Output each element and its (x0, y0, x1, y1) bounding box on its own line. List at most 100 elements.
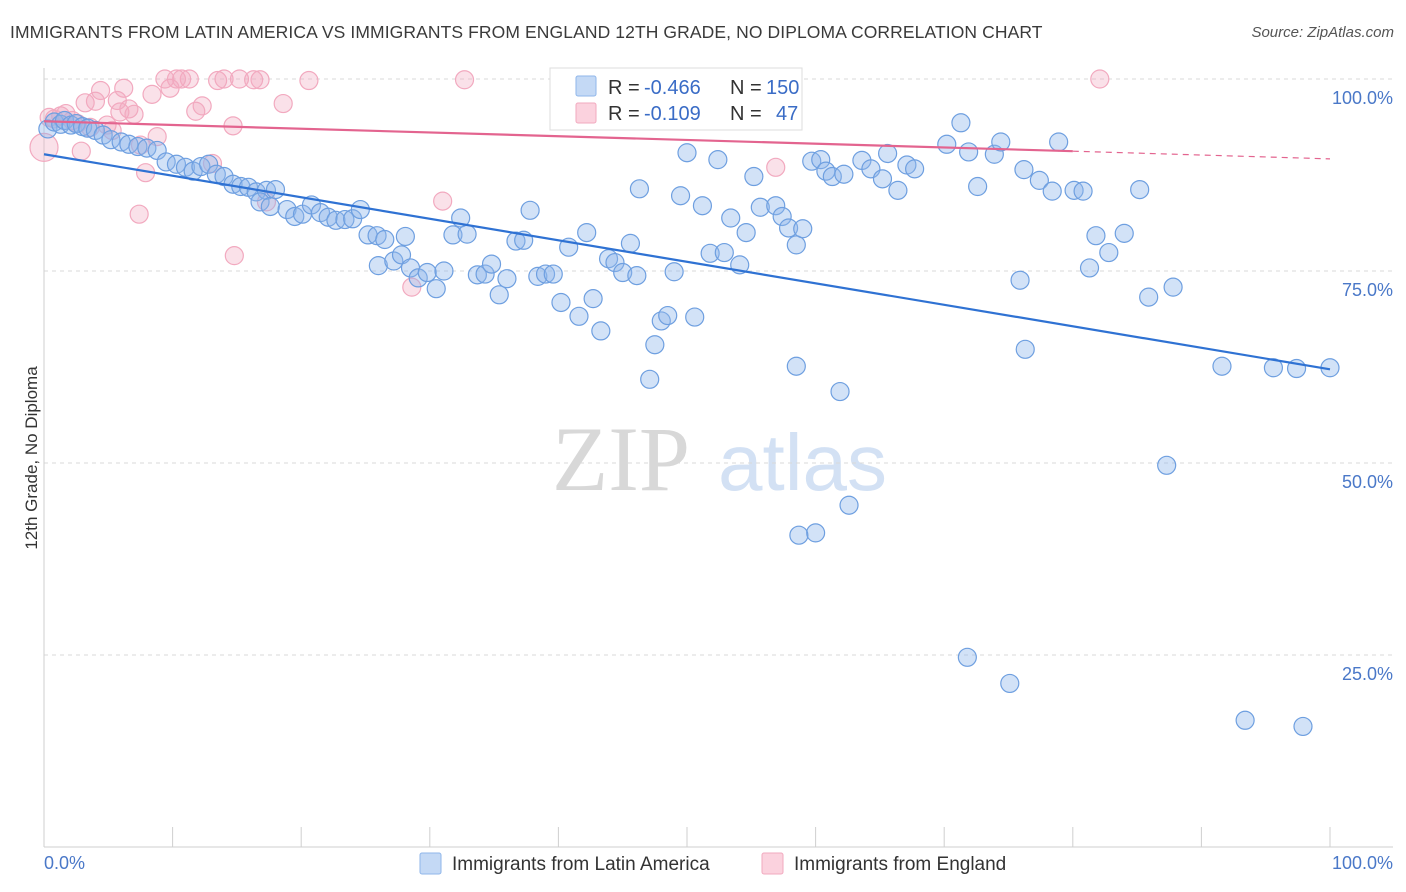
latin-america-point-62 (506, 231, 526, 251)
latin-america-point-2 (51, 114, 71, 134)
england-point-36 (250, 70, 270, 90)
latin-america-point-53 (434, 261, 454, 281)
bottom-legend-swatch-latin-america (419, 852, 442, 875)
england-point-27 (186, 101, 206, 121)
latin-america-point-96 (750, 197, 770, 217)
latin-america-point-129 (1079, 258, 1100, 278)
latin-america-point-130 (1086, 226, 1106, 246)
england-point-22 (155, 69, 175, 89)
latin-america-point-29 (265, 179, 286, 200)
england-point-41 (433, 191, 453, 211)
latin-america-point-106 (822, 166, 842, 187)
latin-america-point-88 (692, 196, 713, 216)
latin-america-point-132 (1130, 179, 1150, 200)
latin-america-point-95 (744, 166, 764, 187)
latin-america-point-45 (368, 256, 388, 276)
latin-america-point-66 (535, 264, 556, 284)
latin-america-point-47 (391, 245, 412, 265)
latin-america-point-33 (285, 206, 305, 227)
trend-line-latin-america (43, 153, 1331, 371)
latin-america-point-127 (1049, 132, 1069, 152)
latin-america-point-21 (199, 154, 219, 174)
latin-america-point-139 (805, 523, 826, 543)
latin-america-point-39 (335, 209, 355, 230)
england-point-43 (1090, 69, 1110, 89)
legend-r-label-2: R = (608, 103, 640, 125)
latin-america-point-59 (481, 254, 502, 274)
england-point-34 (229, 69, 250, 89)
latin-america-point-30 (250, 192, 270, 212)
bottom-legend-swatch-england (761, 852, 784, 875)
latin-america-point-107 (830, 381, 850, 402)
latin-america-point-99 (772, 206, 792, 227)
legend-r-value-2: -0.109 (644, 103, 701, 125)
england-point-28 (192, 96, 212, 116)
latin-america-point-143 (1015, 339, 1035, 359)
legend-n-label-2: N = (730, 103, 762, 125)
latin-america-point-82 (651, 311, 671, 331)
legend-n-value-1: 150 (766, 77, 799, 99)
latin-america-point-141 (786, 356, 806, 376)
latin-america-point-60 (489, 285, 509, 305)
latin-america-point-58 (475, 264, 495, 284)
latin-america-point-52 (426, 279, 446, 299)
england-point-39 (299, 70, 319, 91)
latin-america-point-104 (811, 150, 831, 170)
series-legend: Immigrants from Latin America Immigrants… (419, 852, 1006, 875)
latin-america-point-61 (497, 269, 517, 289)
x-tick-label-min: 0.0% (44, 853, 85, 873)
y-tick-label-0: 25.0% (1342, 664, 1393, 684)
legend-swatch-england (575, 102, 597, 124)
bottom-legend-label-england: Immigrants from England (794, 854, 1006, 875)
latin-america-point-123 (1010, 270, 1030, 290)
latin-america-point-87 (685, 307, 705, 327)
latin-america-point-137 (1000, 673, 1020, 694)
latin-america-point-79 (629, 179, 650, 199)
latin-america-point-145 (1235, 710, 1255, 730)
legend-swatch-latin-america (575, 75, 597, 97)
latin-america-point-126 (1042, 181, 1062, 201)
latin-america-point-51 (417, 262, 437, 283)
latin-america-point-114 (888, 180, 908, 200)
england-point-44 (129, 204, 149, 224)
latin-america-point-84 (664, 262, 684, 282)
latin-america-point-65 (528, 266, 548, 286)
latin-america-point-122 (991, 132, 1011, 152)
latin-america-point-67 (543, 264, 563, 284)
latin-america-point-138 (957, 647, 977, 667)
legend-r-value-1: -0.466 (644, 77, 701, 99)
latin-america-point-86 (677, 143, 697, 163)
latin-america-point-72 (583, 289, 603, 309)
england-point-35 (244, 70, 264, 90)
latin-america-point-41 (350, 199, 370, 220)
latin-america-point-102 (793, 219, 813, 239)
watermark-zip: ZIP (552, 408, 690, 510)
latin-america-point-77 (620, 233, 641, 253)
england-point-25 (172, 69, 192, 89)
latin-america-point-135 (1163, 277, 1183, 297)
latin-america-point-89 (700, 243, 720, 263)
legend-n-label-1: N = (730, 77, 762, 99)
latin-america-point-116 (905, 159, 925, 179)
latin-america-point-100 (778, 218, 799, 238)
latin-america-point-109 (834, 164, 854, 184)
latin-america-point-134 (1157, 455, 1177, 475)
bottom-legend-label-latin-america: Immigrants from Latin America (452, 854, 710, 875)
latin-america-point-31 (260, 196, 280, 217)
england-point-46 (766, 157, 786, 177)
latin-america-point-112 (872, 169, 893, 189)
series-latin-america (38, 108, 1340, 737)
y-axis-label: 12th Grade, No Diploma (22, 366, 41, 550)
latin-america-point-136 (1212, 356, 1232, 376)
latin-america-point-92 (721, 208, 741, 228)
chart-source: Source: ZipAtlas.com (1251, 24, 1394, 41)
england-point-20 (142, 84, 162, 104)
latin-america-point-90 (708, 150, 728, 170)
latin-america-point-20 (191, 156, 211, 177)
trend-lines (43, 120, 1331, 371)
latin-america-point-78 (627, 266, 647, 286)
england-point-10 (85, 91, 106, 111)
england-point-33 (224, 246, 244, 266)
latin-america-point-131 (1099, 242, 1119, 263)
